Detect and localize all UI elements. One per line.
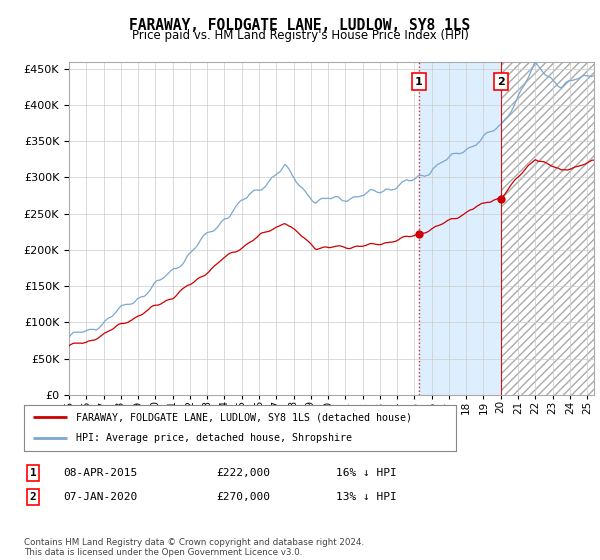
Text: Contains HM Land Registry data © Crown copyright and database right 2024.
This d: Contains HM Land Registry data © Crown c… [24, 538, 364, 557]
Text: 1: 1 [415, 77, 423, 87]
Text: 13% ↓ HPI: 13% ↓ HPI [336, 492, 397, 502]
Text: 07-JAN-2020: 07-JAN-2020 [63, 492, 137, 502]
Text: £270,000: £270,000 [216, 492, 270, 502]
Text: 2: 2 [497, 77, 505, 87]
Text: 2: 2 [29, 492, 37, 502]
Text: £222,000: £222,000 [216, 468, 270, 478]
Text: FARAWAY, FOLDGATE LANE, LUDLOW, SY8 1LS: FARAWAY, FOLDGATE LANE, LUDLOW, SY8 1LS [130, 18, 470, 33]
Text: HPI: Average price, detached house, Shropshire: HPI: Average price, detached house, Shro… [76, 433, 352, 444]
Bar [419, 62, 501, 395]
Bar [501, 62, 594, 395]
Text: Price paid vs. HM Land Registry's House Price Index (HPI): Price paid vs. HM Land Registry's House … [131, 29, 469, 42]
Text: 1: 1 [29, 468, 37, 478]
Text: FARAWAY, FOLDGATE LANE, LUDLOW, SY8 1LS (detached house): FARAWAY, FOLDGATE LANE, LUDLOW, SY8 1LS … [76, 412, 412, 422]
Text: 16% ↓ HPI: 16% ↓ HPI [336, 468, 397, 478]
Text: 08-APR-2015: 08-APR-2015 [63, 468, 137, 478]
